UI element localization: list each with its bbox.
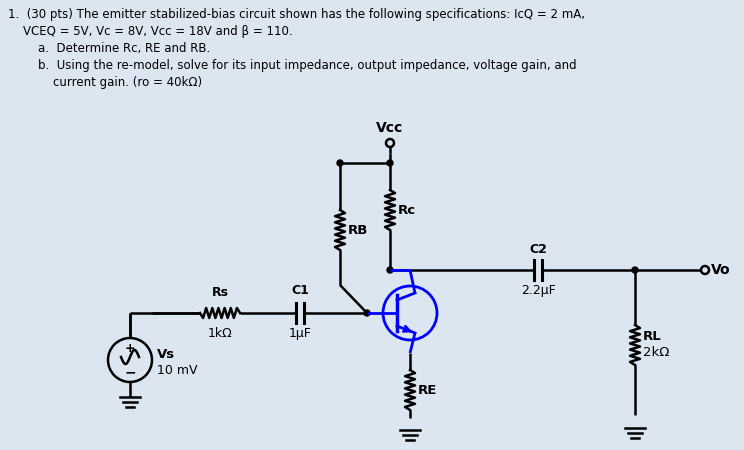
Circle shape	[337, 160, 343, 166]
Text: +: +	[125, 342, 135, 355]
Text: 10 mV: 10 mV	[157, 364, 197, 377]
Text: current gain. (ro = 40kΩ): current gain. (ro = 40kΩ)	[8, 76, 202, 89]
Text: 1.  (30 pts) The emitter stabilized-bias circuit shown has the following specifi: 1. (30 pts) The emitter stabilized-bias …	[8, 8, 585, 21]
Text: Rc: Rc	[398, 203, 416, 216]
Text: 1kΩ: 1kΩ	[208, 327, 232, 340]
Circle shape	[386, 139, 394, 147]
Text: VCEQ = 5V, Vc = 8V, Vcc = 18V and β = 110.: VCEQ = 5V, Vc = 8V, Vcc = 18V and β = 11…	[8, 25, 292, 38]
Circle shape	[387, 160, 393, 166]
Text: b.  Using the re-model, solve for its input impedance, output impedance, voltage: b. Using the re-model, solve for its inp…	[8, 59, 577, 72]
Text: RB: RB	[348, 224, 368, 237]
Circle shape	[387, 267, 393, 273]
Text: Rs: Rs	[211, 286, 228, 299]
Text: 2kΩ: 2kΩ	[643, 346, 670, 360]
Circle shape	[701, 266, 709, 274]
Circle shape	[108, 338, 152, 382]
Circle shape	[632, 267, 638, 273]
Text: Vs: Vs	[157, 347, 175, 360]
Text: 2.2μF: 2.2μF	[521, 284, 555, 297]
Text: C2: C2	[529, 243, 547, 256]
Text: RL: RL	[643, 330, 661, 343]
Text: C1: C1	[291, 284, 309, 297]
Text: a.  Determine Rc, RE and RB.: a. Determine Rc, RE and RB.	[8, 42, 211, 55]
Circle shape	[383, 286, 437, 340]
Text: −: −	[124, 365, 136, 379]
Text: RE: RE	[418, 383, 437, 396]
Text: Vcc: Vcc	[376, 121, 404, 135]
Text: 1μF: 1μF	[289, 327, 312, 340]
Text: Vo: Vo	[711, 263, 731, 277]
Circle shape	[364, 310, 370, 316]
